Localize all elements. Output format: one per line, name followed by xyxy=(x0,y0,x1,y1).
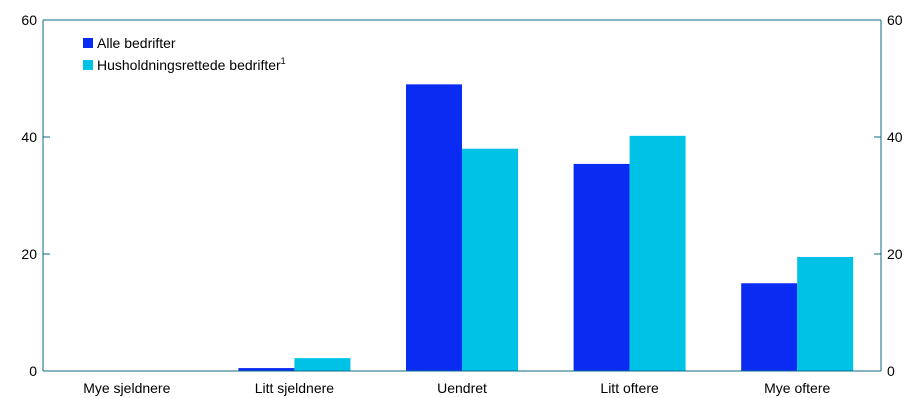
y-tick-label-left: 60 xyxy=(21,12,37,28)
chart-tick-labels: 0 0 20 20 40 40 60 60 xyxy=(21,12,902,379)
y-tick-label-left: 40 xyxy=(21,129,37,145)
x-category-label: Mye oftere xyxy=(764,380,830,396)
legend-swatch xyxy=(83,38,93,48)
chart-bars xyxy=(43,84,881,372)
y-tick-label-right: 40 xyxy=(887,129,903,145)
bar-husholdningsrettede-bedrifter-4 xyxy=(797,256,854,371)
x-category-label: Litt oftere xyxy=(600,380,659,396)
bar-alle-bedrifter-4 xyxy=(741,283,798,371)
chart-axes xyxy=(42,19,882,372)
chart-legend: Alle bedrifter Husholdningsrettede bedrif… xyxy=(83,35,286,73)
y-tick-label-left: 0 xyxy=(29,363,37,379)
legend-label: Alle bedrifter xyxy=(97,35,176,51)
x-category-label: Mye sjeldnere xyxy=(83,380,170,396)
x-category-label: Uendret xyxy=(437,380,487,396)
bar-alle-bedrifter-2 xyxy=(406,84,462,371)
y-tick-label-right: 60 xyxy=(887,12,903,28)
legend-superscript: 1 xyxy=(281,56,286,66)
legend-swatch xyxy=(83,60,93,70)
bar-alle-bedrifter-1 xyxy=(238,368,295,371)
bar-husholdningsrettede-bedrifter-2 xyxy=(462,148,518,371)
bar-alle-bedrifter-3 xyxy=(573,163,630,371)
bar-husholdningsrettede-bedrifter-1 xyxy=(294,358,351,371)
y-tick-label-left: 20 xyxy=(21,246,37,262)
chart-category-labels: Mye sjeldnere Litt sjeldnere Uendret Litt o… xyxy=(83,380,830,396)
y-tick-label-right: 20 xyxy=(887,246,903,262)
y-tick-label-right: 0 xyxy=(887,363,895,379)
legend-label: Husholdningsrettede bedrifter1 xyxy=(97,56,286,73)
x-category-label: Litt sjeldnere xyxy=(255,380,335,396)
bar-husholdningsrettede-bedrifter-3 xyxy=(629,135,686,371)
